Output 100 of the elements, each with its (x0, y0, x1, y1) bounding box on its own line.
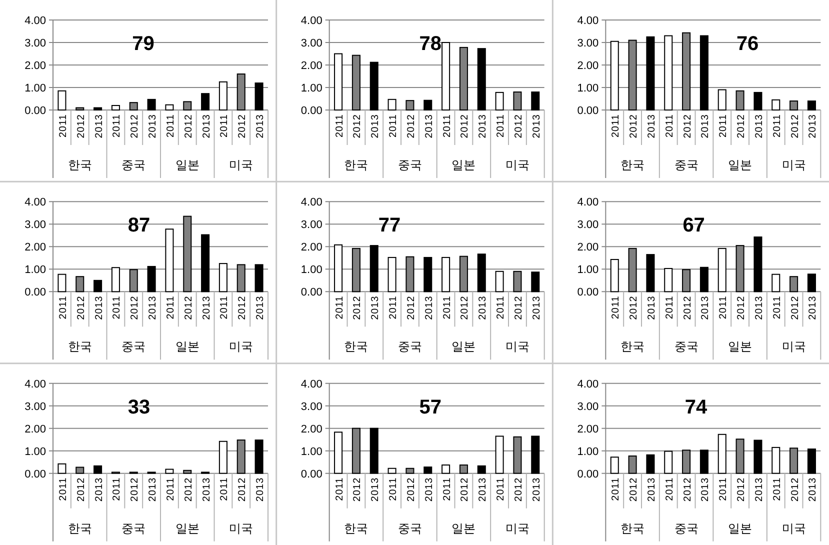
text: 87 (128, 214, 150, 237)
x-tick-label: 2011 (442, 296, 453, 320)
text: 한국 (344, 340, 368, 354)
x-tick-label: 2013 (478, 296, 489, 320)
x-tick-label: 2012 (406, 114, 417, 138)
x-tick-label: 2012 (130, 114, 141, 138)
x-tick-label: 2011 (610, 114, 622, 138)
bar (424, 256, 432, 292)
bar (531, 436, 540, 474)
bar (424, 466, 432, 474)
text: 미국 (229, 158, 254, 172)
y-tick-label: 0.00 (577, 105, 599, 117)
text: 중국 (122, 158, 146, 172)
x-tick-label: 2011 (388, 296, 400, 320)
x-tick-label: 2012 (682, 114, 694, 138)
x-tick-label: 2012 (736, 114, 748, 138)
text: 일본 (175, 521, 200, 536)
text: 중국 (398, 158, 422, 172)
x-tick-label: 2012 (790, 114, 801, 138)
y-tick-label: 3.00 (24, 219, 46, 232)
bar (495, 270, 504, 292)
text: 중국 (674, 521, 698, 536)
y-tick-label: 0.00 (300, 468, 322, 480)
x-tick-label: 2011 (219, 477, 230, 501)
x-tick-label: 2011 (496, 296, 507, 320)
y-tick-label: 0.00 (24, 468, 46, 480)
x-tick-label: 2012 (237, 296, 248, 320)
y-tick-label: 2.00 (24, 423, 46, 436)
x-tick-label: 2012 (76, 296, 87, 320)
x-tick-label: 2011 (610, 477, 622, 501)
x-tick-label: 2013 (94, 296, 105, 320)
text: 한국 (620, 158, 645, 172)
x-tick-label: 2012 (352, 114, 364, 138)
bar (610, 258, 619, 292)
bar (754, 236, 762, 292)
y-tick-label: 3.00 (24, 38, 46, 50)
x-tick-label: 2013 (424, 296, 435, 320)
x-tick-label: 2013 (646, 477, 658, 502)
x-tick-label: 2012 (513, 477, 524, 502)
x-tick-label: 2013 (754, 114, 765, 138)
bar (94, 107, 102, 110)
x-tick-label: 2012 (790, 477, 801, 502)
x-tick-label: 2013 (424, 114, 435, 138)
text: 77 (378, 214, 401, 237)
y-tick-label: 4.00 (577, 378, 599, 390)
text: 미국 (505, 158, 530, 172)
bar (111, 105, 120, 110)
x-tick-label: 2011 (58, 477, 69, 501)
x-tick-label: 2011 (165, 477, 176, 501)
text: 한국 (620, 340, 645, 354)
bar (718, 248, 726, 292)
bar (495, 436, 504, 474)
bar (370, 245, 378, 292)
x-tick-label: 2013 (201, 114, 212, 138)
x-tick-label: 2011 (664, 477, 676, 501)
y-tick-label: 2.00 (577, 242, 599, 254)
x-tick-label: 2013 (754, 296, 765, 320)
x-tick-label: 2012 (513, 114, 524, 138)
bar (94, 465, 102, 474)
y-tick-label: 0.00 (577, 286, 599, 299)
bar (424, 100, 432, 110)
x-tick-label: 2013 (808, 296, 819, 320)
bar (807, 274, 816, 292)
x-tick-label: 2013 (808, 114, 819, 138)
x-tick-label: 2011 (219, 114, 230, 138)
bar (370, 62, 378, 110)
x-tick-label: 2013 (148, 114, 159, 138)
y-tick-label: 4.00 (577, 15, 599, 27)
x-tick-label: 2011 (496, 477, 507, 501)
bar (442, 464, 450, 474)
y-tick-label: 3.00 (300, 219, 322, 232)
bar (58, 463, 66, 474)
y-tick-label: 4.00 (577, 196, 599, 209)
bar (218, 81, 228, 110)
bar (700, 450, 708, 474)
x-tick-label: 2013 (94, 114, 105, 138)
x-tick-label: 2013 (531, 477, 542, 502)
x-tick-label: 2011 (718, 114, 730, 138)
bar (495, 92, 504, 110)
text: 한국 (620, 521, 645, 536)
y-tick-label: 3.00 (577, 38, 599, 50)
text: 중국 (398, 340, 422, 354)
x-tick-label: 2012 (628, 296, 640, 320)
text: 일본 (175, 340, 200, 354)
x-tick-label: 2011 (442, 477, 453, 501)
x-tick-label: 2013 (808, 477, 819, 502)
y-tick-label: 0.00 (300, 286, 322, 299)
x-tick-label: 2012 (183, 477, 194, 502)
bar (334, 244, 343, 292)
y-tick-label: 2.00 (577, 60, 599, 72)
text: 일본 (452, 340, 476, 354)
bar (58, 274, 66, 292)
x-tick-label: 2012 (736, 296, 748, 320)
bar (646, 36, 655, 110)
bar (772, 446, 780, 474)
bar (94, 280, 102, 292)
y-tick-label: 1.00 (24, 82, 46, 94)
y-tick-label: 3.00 (24, 400, 46, 413)
x-tick-label: 2013 (255, 477, 266, 502)
text: 일본 (728, 340, 752, 354)
